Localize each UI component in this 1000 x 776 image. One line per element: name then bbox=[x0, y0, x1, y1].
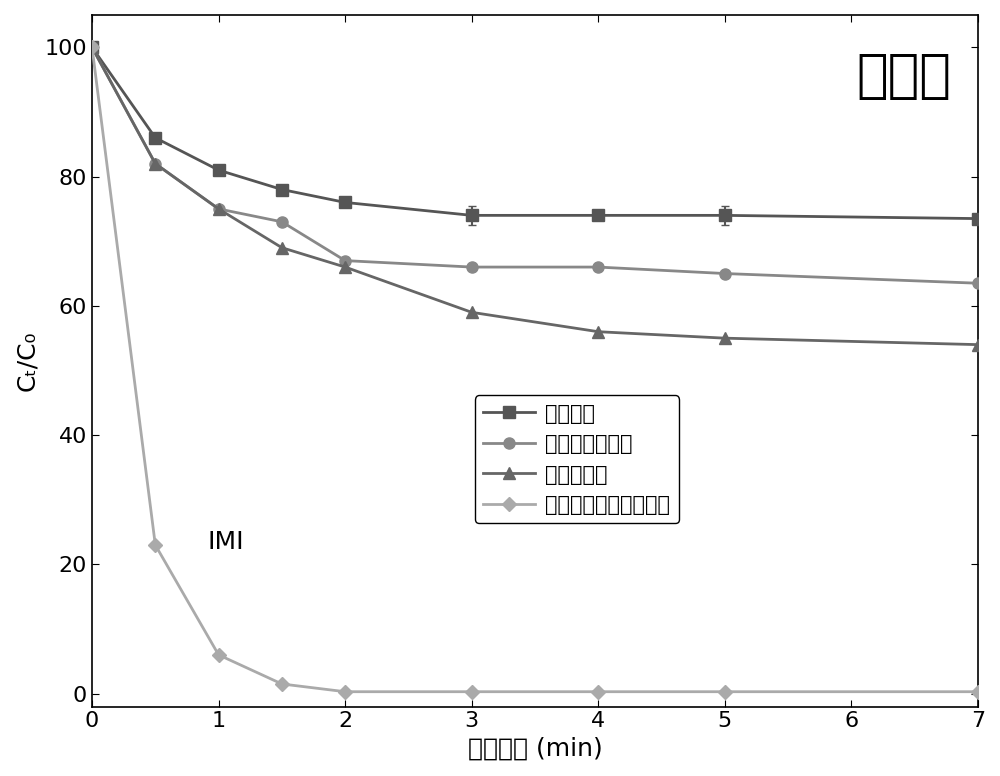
纳米零价铁 bbox=[466, 307, 478, 317]
铁改性氮掺杂碳基材料 bbox=[149, 540, 161, 549]
X-axis label: 反应时间 (min): 反应时间 (min) bbox=[468, 737, 602, 761]
Line: 氮掺杂碳基材料: 氮掺杂碳基材料 bbox=[86, 42, 983, 289]
铁改性氮掺杂碳基材料 bbox=[339, 687, 351, 696]
铁改性氮掺杂碳基材料 bbox=[213, 650, 225, 660]
氮掺杂碳基材料 bbox=[466, 262, 478, 272]
Line: 纳米零价铁: 纳米零价铁 bbox=[86, 42, 983, 350]
氮掺杂碳基材料 bbox=[339, 256, 351, 265]
碳基材料 bbox=[592, 211, 604, 220]
Legend: 碳基材料, 氮掺杂碳基材料, 纳米零价铁, 铁改性氮掺杂碳基材料: 碳基材料, 氮掺杂碳基材料, 纳米零价铁, 铁改性氮掺杂碳基材料 bbox=[475, 395, 679, 523]
纳米零价铁 bbox=[213, 204, 225, 213]
Text: 吡虫啉: 吡虫啉 bbox=[856, 50, 951, 102]
碳基材料 bbox=[972, 214, 984, 223]
铁改性氮掺杂碳基材料 bbox=[592, 687, 604, 696]
纳米零价铁 bbox=[276, 243, 288, 252]
氮掺杂碳基材料 bbox=[149, 159, 161, 168]
Y-axis label: Cₜ/C₀: Cₜ/C₀ bbox=[15, 331, 39, 391]
纳米零价铁 bbox=[592, 327, 604, 336]
铁改性氮掺杂碳基材料 bbox=[276, 679, 288, 688]
Line: 碳基材料: 碳基材料 bbox=[86, 42, 983, 224]
碳基材料 bbox=[339, 198, 351, 207]
碳基材料 bbox=[86, 43, 98, 52]
碳基材料 bbox=[149, 133, 161, 143]
氮掺杂碳基材料 bbox=[213, 204, 225, 213]
碳基材料 bbox=[213, 165, 225, 175]
氮掺杂碳基材料 bbox=[719, 268, 731, 278]
纳米零价铁 bbox=[339, 262, 351, 272]
Line: 铁改性氮掺杂碳基材料: 铁改性氮掺杂碳基材料 bbox=[87, 43, 983, 697]
纳米零价铁 bbox=[149, 159, 161, 168]
纳米零价铁 bbox=[86, 43, 98, 52]
碳基材料 bbox=[466, 211, 478, 220]
碳基材料 bbox=[719, 211, 731, 220]
Text: IMI: IMI bbox=[207, 531, 244, 554]
铁改性氮掺杂碳基材料 bbox=[86, 43, 98, 52]
氮掺杂碳基材料 bbox=[592, 262, 604, 272]
纳米零价铁 bbox=[719, 334, 731, 343]
氮掺杂碳基材料 bbox=[86, 43, 98, 52]
铁改性氮掺杂碳基材料 bbox=[972, 687, 984, 696]
碳基材料 bbox=[276, 185, 288, 194]
氮掺杂碳基材料 bbox=[276, 217, 288, 227]
铁改性氮掺杂碳基材料 bbox=[466, 687, 478, 696]
纳米零价铁 bbox=[972, 340, 984, 349]
铁改性氮掺杂碳基材料 bbox=[719, 687, 731, 696]
氮掺杂碳基材料 bbox=[972, 279, 984, 288]
